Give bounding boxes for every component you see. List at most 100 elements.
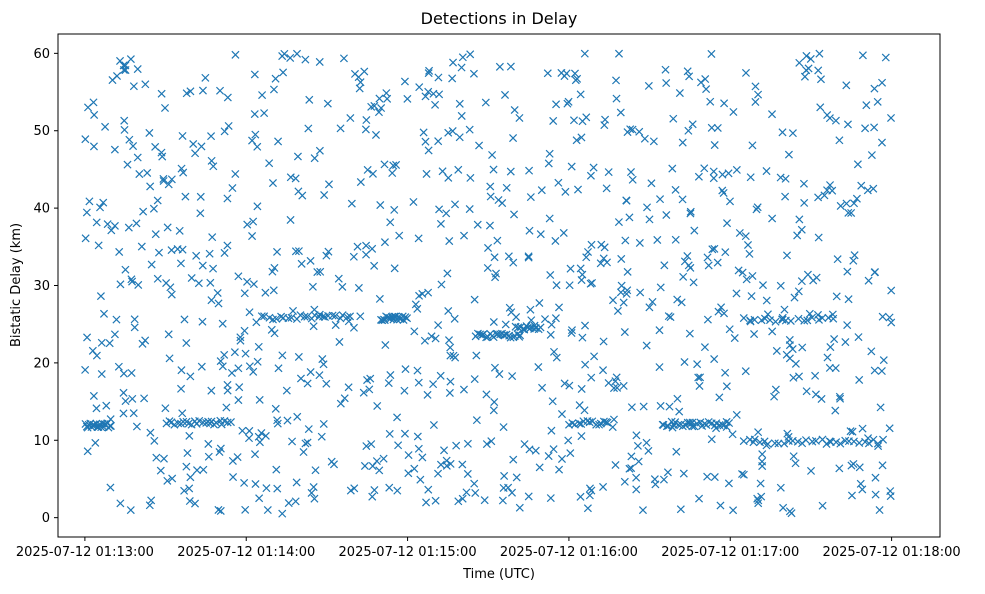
detection-point bbox=[132, 422, 141, 431]
detection-point bbox=[301, 439, 310, 448]
detection-point bbox=[429, 420, 438, 430]
detection-point bbox=[824, 313, 833, 322]
detection-point bbox=[614, 218, 623, 227]
detection-point bbox=[675, 89, 684, 98]
detection-point bbox=[257, 312, 266, 321]
detection-point bbox=[185, 431, 194, 440]
detection-point bbox=[718, 186, 727, 195]
detection-point bbox=[887, 318, 896, 327]
detection-point bbox=[294, 247, 303, 256]
detection-point bbox=[636, 288, 645, 297]
detection-point bbox=[719, 309, 729, 318]
detection-point bbox=[700, 164, 709, 173]
detection-point bbox=[251, 130, 260, 139]
detection-point bbox=[288, 306, 298, 315]
detection-point bbox=[344, 383, 353, 392]
detection-point bbox=[730, 334, 739, 343]
detection-point bbox=[524, 253, 533, 262]
detection-point bbox=[424, 87, 433, 96]
detection-point bbox=[395, 231, 404, 240]
detection-point bbox=[431, 100, 440, 109]
detection-point bbox=[116, 499, 125, 508]
detection-point bbox=[622, 289, 631, 298]
detection-point bbox=[707, 435, 716, 444]
detection-point bbox=[685, 72, 694, 81]
detection-point bbox=[655, 363, 664, 372]
detection-point bbox=[728, 430, 737, 439]
detection-point bbox=[565, 281, 574, 290]
detection-point bbox=[150, 436, 159, 445]
detection-point bbox=[303, 379, 312, 388]
detection-point bbox=[147, 496, 156, 505]
detection-point bbox=[175, 226, 184, 235]
detection-point bbox=[462, 488, 471, 497]
detection-point bbox=[362, 241, 371, 250]
detection-point bbox=[204, 417, 213, 426]
detection-point bbox=[273, 247, 282, 256]
detection-point bbox=[756, 479, 765, 488]
detection-point bbox=[385, 483, 394, 492]
detection-point bbox=[552, 281, 561, 290]
detection-point bbox=[660, 261, 669, 270]
detection-point bbox=[684, 126, 693, 135]
detection-point bbox=[415, 83, 424, 92]
detection-point bbox=[578, 270, 587, 279]
detection-point bbox=[300, 312, 309, 321]
detection-point bbox=[566, 264, 575, 273]
detection-point bbox=[452, 441, 461, 450]
detection-point bbox=[179, 417, 188, 426]
y-tick-label: 20 bbox=[33, 356, 50, 371]
detection-point bbox=[592, 420, 601, 429]
detection-point bbox=[627, 403, 636, 412]
detection-point bbox=[719, 188, 728, 198]
detection-point bbox=[577, 133, 586, 142]
detection-point bbox=[310, 311, 319, 320]
detection-point bbox=[700, 343, 709, 352]
detection-point bbox=[855, 375, 864, 384]
detection-point bbox=[626, 168, 635, 177]
detection-point bbox=[686, 263, 695, 272]
detection-point bbox=[632, 485, 641, 494]
detection-point bbox=[850, 251, 859, 260]
detection-point bbox=[843, 120, 852, 129]
detection-point bbox=[353, 242, 362, 251]
detection-point bbox=[283, 416, 292, 425]
detection-point bbox=[789, 452, 798, 461]
detection-point bbox=[201, 73, 210, 82]
detection-point bbox=[722, 382, 731, 391]
detection-point bbox=[403, 94, 412, 103]
detection-point bbox=[741, 68, 750, 77]
detection-point bbox=[627, 452, 636, 461]
detection-point bbox=[436, 219, 445, 228]
detection-point bbox=[817, 394, 826, 403]
detection-point bbox=[209, 162, 218, 171]
detection-point bbox=[311, 466, 320, 475]
detection-point bbox=[673, 394, 682, 403]
detection-point bbox=[622, 196, 631, 205]
detection-point bbox=[671, 235, 680, 244]
detection-point bbox=[128, 277, 137, 286]
detection-point bbox=[599, 366, 608, 375]
detection-point bbox=[390, 264, 399, 273]
detection-point bbox=[490, 253, 499, 262]
detection-point bbox=[186, 372, 195, 381]
detection-point bbox=[688, 120, 697, 129]
detection-point bbox=[315, 371, 324, 380]
detection-point bbox=[236, 333, 245, 342]
detection-point bbox=[752, 205, 761, 214]
detection-point bbox=[720, 99, 729, 108]
detection-point bbox=[157, 148, 166, 157]
detection-point bbox=[119, 409, 128, 418]
detection-point bbox=[448, 127, 457, 136]
detection-point bbox=[153, 274, 162, 283]
detection-point bbox=[635, 127, 644, 136]
detection-point bbox=[623, 267, 632, 276]
detection-point bbox=[422, 498, 431, 507]
detection-point bbox=[361, 125, 370, 134]
detection-point bbox=[90, 110, 99, 119]
detection-point bbox=[331, 311, 340, 320]
detection-point bbox=[768, 214, 777, 223]
y-axis: 0 10 20 30 40 50 60 bbox=[33, 47, 58, 526]
detection-point bbox=[600, 121, 609, 130]
